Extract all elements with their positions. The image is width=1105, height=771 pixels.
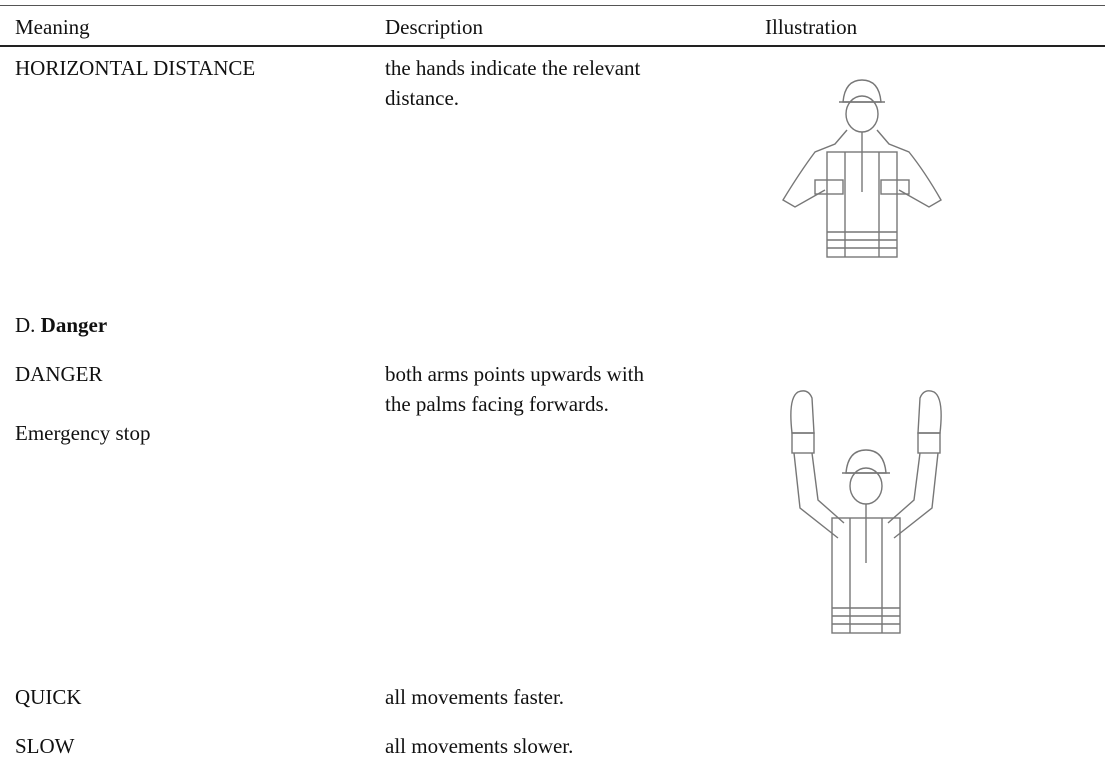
- meaning: SLOW: [15, 734, 75, 758]
- meaning: DANGER: [15, 362, 103, 386]
- description: the palms facing forwards.: [385, 392, 609, 416]
- illustration-danger: [790, 390, 942, 634]
- meaning: HORIZONTAL DISTANCE: [15, 56, 256, 80]
- header-cell: Description: [385, 15, 483, 39]
- description: distance.: [385, 86, 460, 110]
- header-bottom-rule: [0, 45, 1105, 47]
- section-heading: D. Danger: [15, 315, 107, 336]
- header-cell: Meaning: [15, 15, 90, 39]
- illustration-horizontal-distance: [782, 79, 942, 258]
- section-title: Danger: [40, 313, 108, 337]
- meaning: QUICK: [15, 685, 82, 709]
- description: all movements slower.: [385, 734, 574, 758]
- meaning: Emergency stop: [15, 421, 151, 445]
- header-cell: Illustration: [765, 15, 858, 39]
- description: all movements faster.: [385, 685, 565, 709]
- header-top-rule: [0, 5, 1105, 6]
- section-label: D.: [15, 313, 36, 337]
- description: both arms points upwards with: [385, 362, 644, 386]
- description: the hands indicate the relevant: [385, 56, 641, 80]
